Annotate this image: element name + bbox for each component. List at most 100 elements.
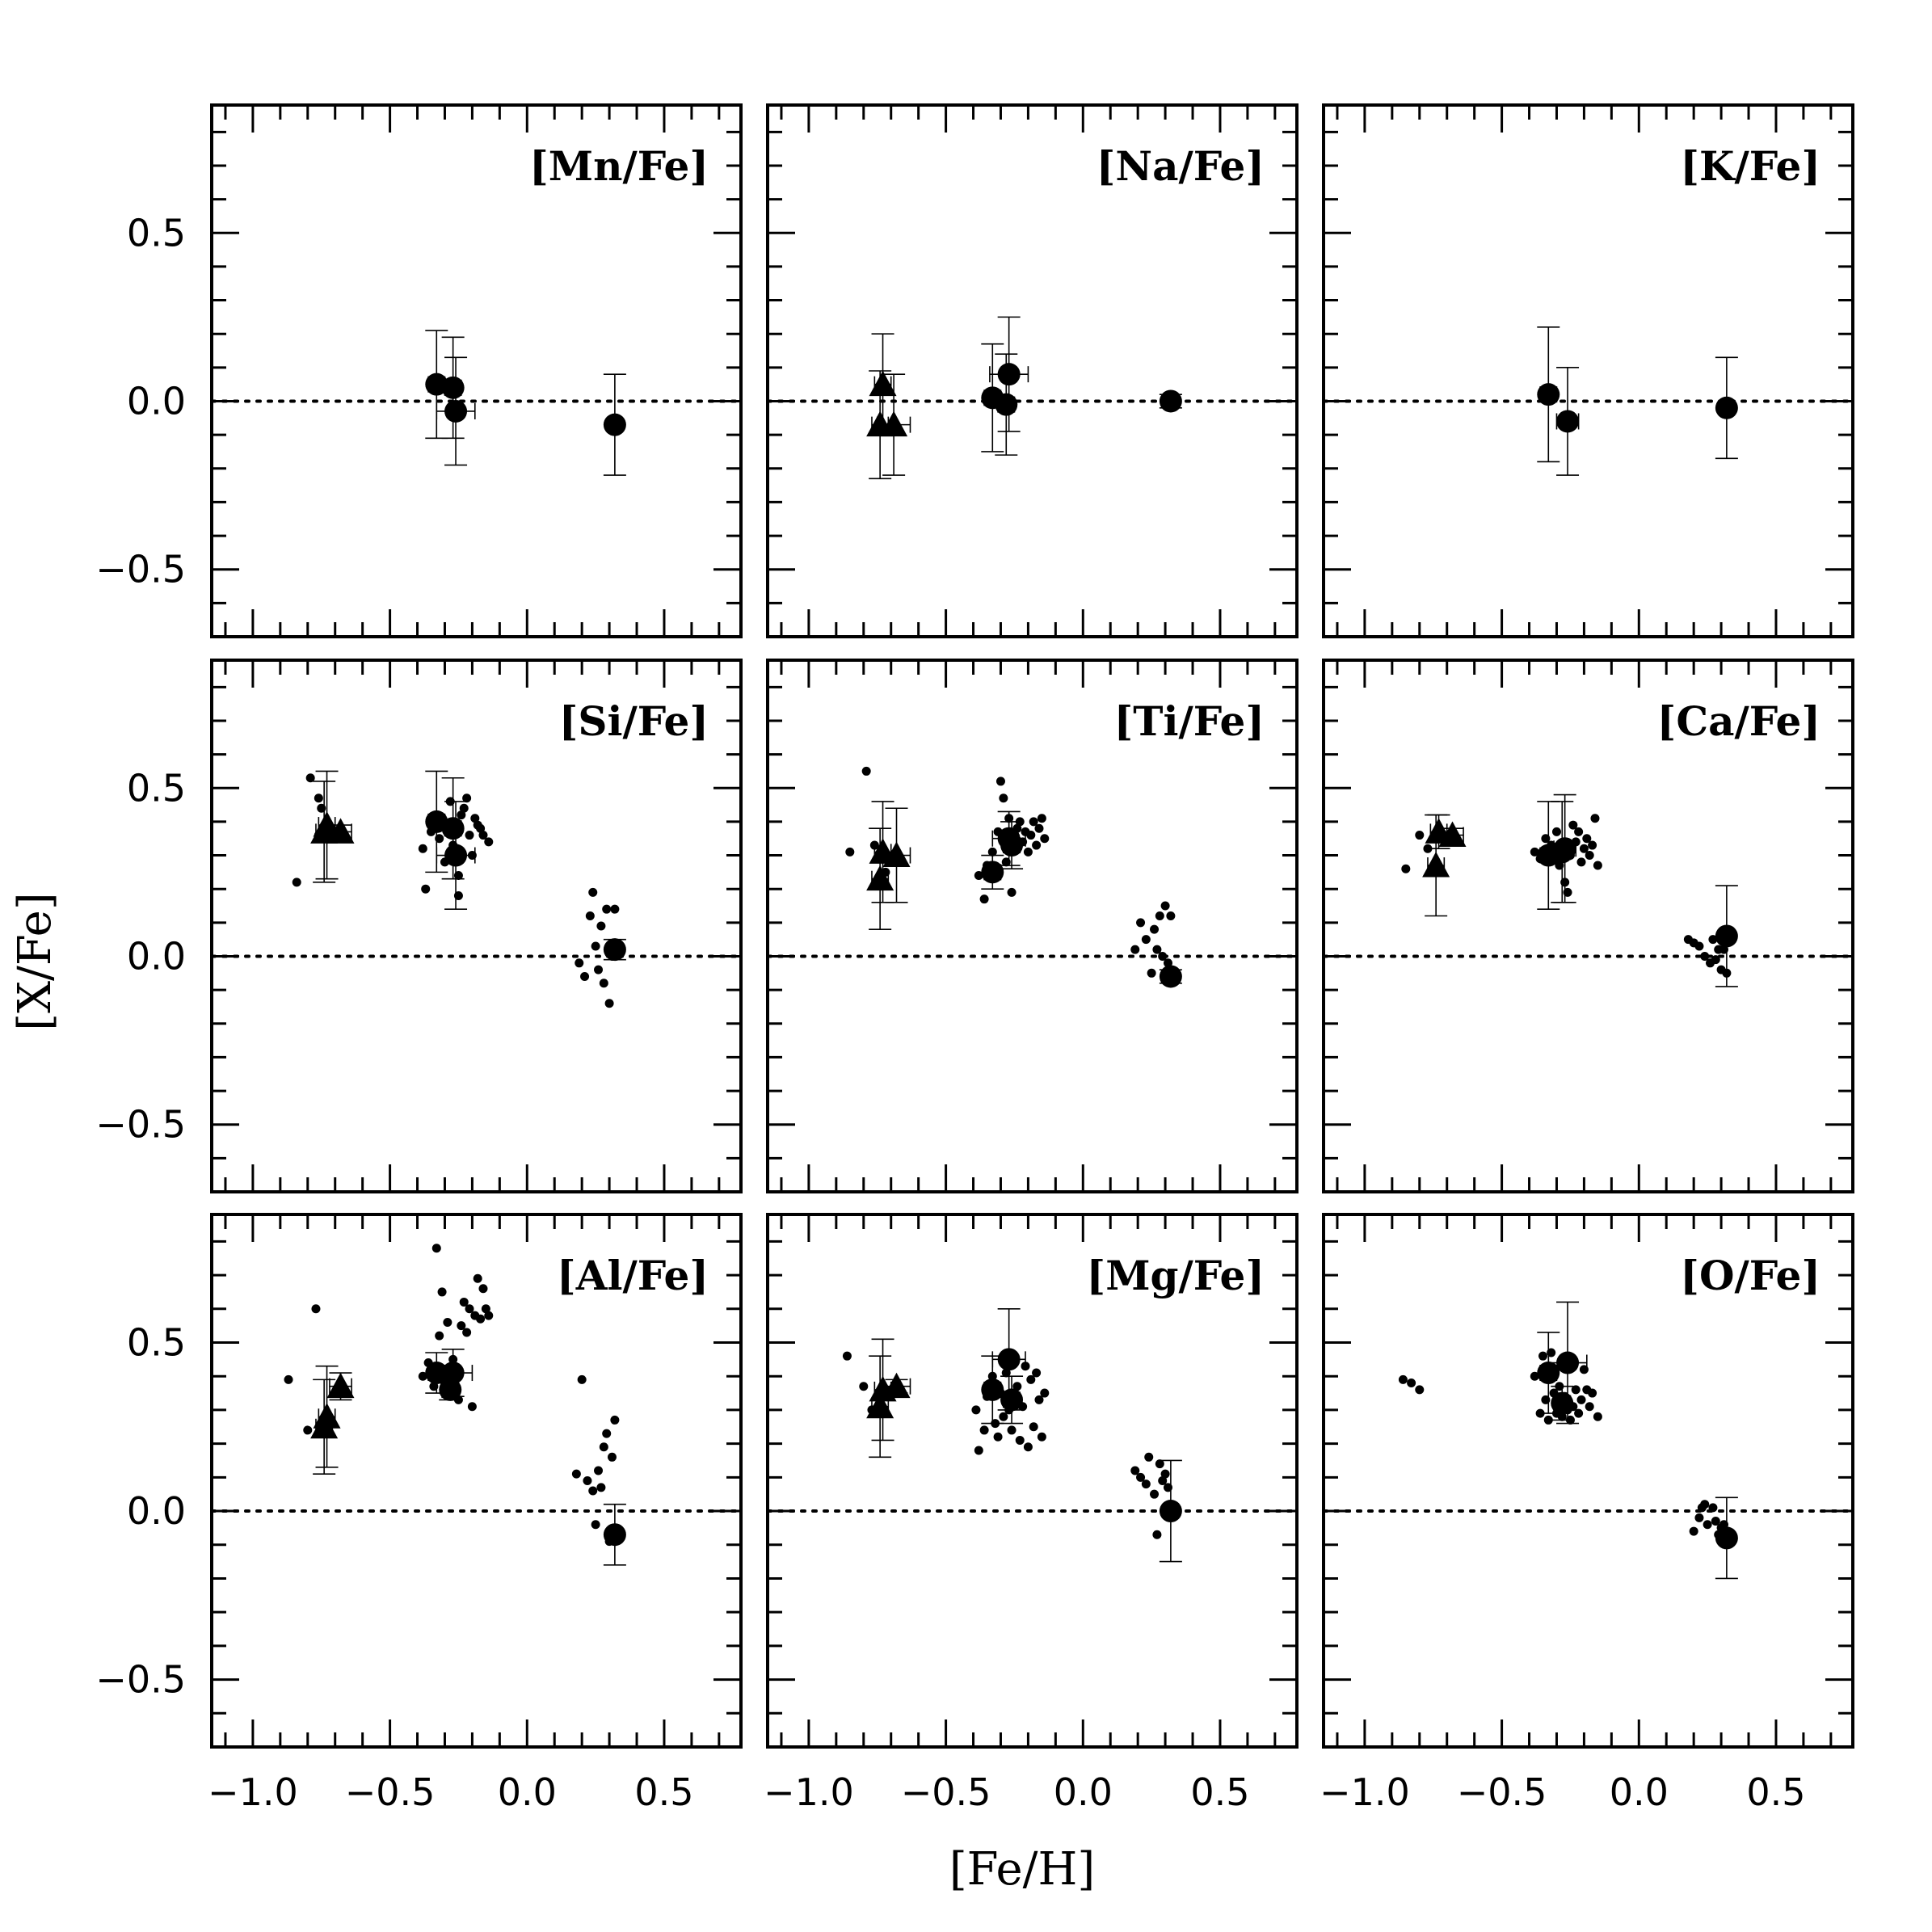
circle-point <box>995 393 1018 416</box>
y-axis-title: [X/Fe] <box>9 892 61 1030</box>
triangle-point <box>326 1372 355 1399</box>
data-dot <box>1711 1517 1720 1526</box>
data-dot <box>457 1321 466 1331</box>
data-dot <box>1160 901 1170 911</box>
data-dot <box>1593 1412 1602 1421</box>
circle-point <box>1000 1388 1024 1412</box>
data-dot <box>1551 827 1561 836</box>
data-dot <box>596 921 606 931</box>
data-dot <box>478 831 488 840</box>
x-tick-label: 0.5 <box>1190 1770 1249 1814</box>
data-dot <box>1015 1435 1025 1445</box>
data-dot <box>1037 814 1046 823</box>
y-tick-label: 0.5 <box>127 766 186 810</box>
data-dot <box>591 941 600 951</box>
circle-point <box>1551 1391 1574 1415</box>
panel-frame <box>766 103 1299 638</box>
circle-point <box>997 1348 1021 1371</box>
data-dot <box>462 1328 472 1337</box>
y-tick-label: −0.5 <box>95 1103 186 1147</box>
panel-frame <box>210 659 743 1193</box>
circle-point <box>1556 410 1580 433</box>
x-tick-label: −0.5 <box>345 1770 436 1814</box>
data-dot <box>575 958 584 968</box>
circle-point <box>603 1523 626 1547</box>
data-dot <box>303 1425 313 1435</box>
triangle-point <box>310 1412 339 1439</box>
data-dot <box>421 884 431 894</box>
panel-si-fe: −0.5 0.0 0.5 [Si/Fe] <box>95 659 743 1193</box>
data-dot <box>594 965 604 974</box>
panel-label: [K/Fe] <box>1680 142 1820 190</box>
panel-ca-fe: [Ca/Fe] <box>1322 659 1854 1193</box>
y-tick-label: 0.0 <box>127 1489 186 1533</box>
data-dot <box>588 1486 598 1496</box>
panel-label: [Na/Fe] <box>1096 142 1265 190</box>
triangle-point <box>1422 852 1450 878</box>
data-dot <box>995 777 1005 786</box>
data-dot <box>1152 1530 1162 1539</box>
data-dot <box>1700 1500 1710 1509</box>
panel-label: [Mg/Fe] <box>1087 1252 1265 1299</box>
data-dot <box>604 999 614 1008</box>
panel-label: [Ti/Fe] <box>1114 697 1265 745</box>
data-dot <box>1007 1425 1017 1435</box>
circle-point <box>1551 840 1574 864</box>
data-dot <box>1141 935 1151 945</box>
data-dot <box>476 823 486 833</box>
data-dot <box>591 1520 600 1530</box>
data-dot <box>1582 834 1592 844</box>
y-tick-label: 0.5 <box>127 1320 186 1364</box>
circle-point <box>1159 965 1182 988</box>
data-dot <box>974 871 983 881</box>
data-dot <box>594 1466 604 1475</box>
circle-point <box>439 1378 462 1401</box>
circle-point <box>997 363 1021 386</box>
circle-point <box>981 1378 1004 1401</box>
data-dot <box>1029 817 1038 827</box>
panel-label: [Ca/Fe] <box>1657 697 1820 745</box>
data-dot <box>1147 968 1156 978</box>
data-dot <box>1593 861 1602 870</box>
data-dot <box>1012 1382 1022 1391</box>
data-dot <box>999 1412 1008 1421</box>
panel-mg-fe: −1.0 −0.5 0.0 0.5 [Mg/Fe] <box>764 1213 1299 1814</box>
data-dot <box>443 1317 452 1327</box>
x-tick-label: 0.0 <box>498 1770 557 1814</box>
panel-label: [Si/Fe] <box>559 697 709 745</box>
data-dot <box>1401 864 1411 873</box>
triangle-point <box>882 1372 911 1399</box>
data-dot <box>861 766 871 776</box>
data-dot <box>1689 1526 1698 1536</box>
y-tick-label: 0.0 <box>127 379 186 423</box>
panel-frame <box>1322 103 1854 638</box>
panel-label: [Al/Fe] <box>557 1252 709 1299</box>
data-dot <box>311 1304 321 1314</box>
panel-k-fe: [K/Fe] <box>1322 103 1854 638</box>
data-dot <box>1130 1466 1140 1475</box>
data-dot <box>1032 1368 1042 1378</box>
panel-label: [O/Fe] <box>1680 1252 1820 1299</box>
data-dot <box>470 814 480 823</box>
x-tick-label: −1.0 <box>1320 1770 1410 1814</box>
x-tick-label: 0.0 <box>1054 1770 1113 1814</box>
data-dot <box>1040 834 1050 844</box>
panel-frame <box>766 1213 1299 1749</box>
panel-frame <box>1322 1213 1854 1749</box>
data-dot <box>571 1469 581 1479</box>
circle-point <box>1537 1362 1560 1385</box>
data-dot <box>465 1304 474 1314</box>
data-dot <box>1576 857 1586 867</box>
data-dot <box>437 1287 447 1297</box>
data-dot <box>1144 1452 1154 1462</box>
data-dot <box>1708 1503 1718 1513</box>
data-dot <box>1155 1459 1164 1469</box>
data-dot <box>1574 827 1584 836</box>
data-dot <box>583 1476 592 1485</box>
data-dot <box>979 1425 989 1435</box>
circle-point <box>1715 396 1738 419</box>
triangle-point <box>326 818 355 844</box>
panel-frame <box>210 103 743 638</box>
data-dot <box>599 1442 608 1452</box>
